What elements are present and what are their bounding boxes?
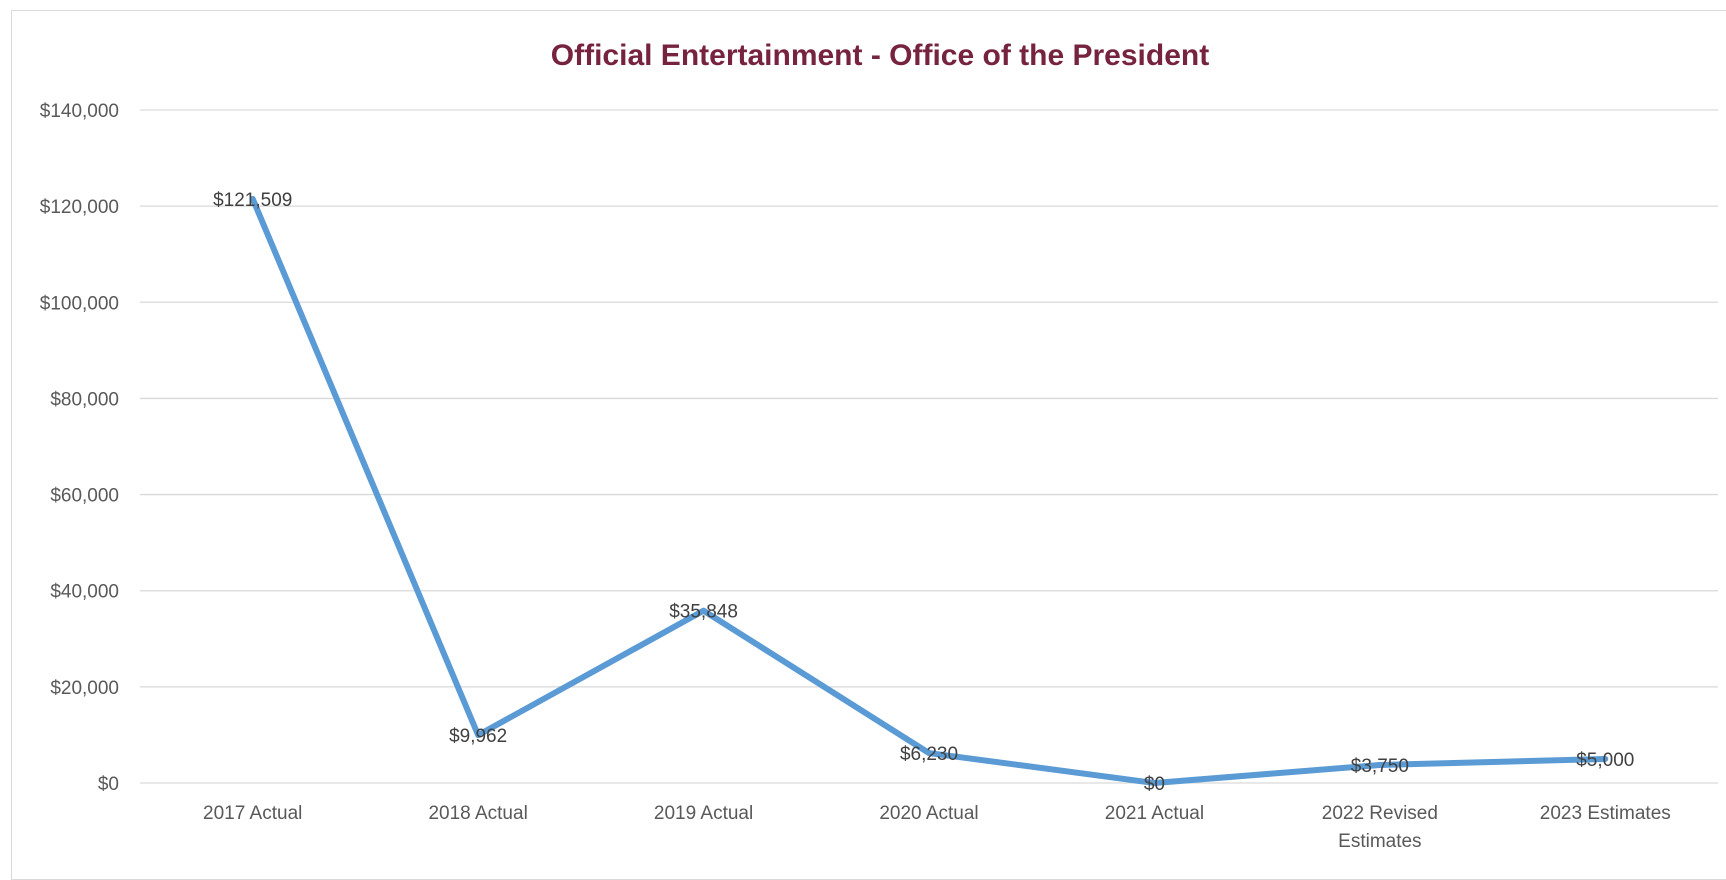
data-label: $121,509 [213, 190, 292, 211]
y-tick-label: $120,000 [40, 197, 119, 218]
data-label: $9,962 [449, 726, 507, 747]
y-tick-label: $20,000 [50, 678, 119, 699]
x-tick-label: 2021 Actual [1105, 803, 1204, 824]
x-tick-label: 2017 Actual [203, 803, 302, 824]
y-axis-tick-labels: $0 $20,000 $40,000 $60,000 $80,000 $100,000 $1… [40, 101, 119, 795]
data-label: $3,750 [1351, 756, 1409, 777]
x-axis-tick-labels: 2017 Actual 2018 Actual 2019 Actual 2020 Ac… [203, 803, 1671, 852]
y-tick-label: $0 [98, 774, 119, 795]
data-label: $35,848 [669, 602, 738, 623]
gridlines [140, 109, 1718, 784]
y-tick-label: $60,000 [50, 486, 119, 507]
chart-frame [11, 10, 1726, 880]
y-tick-label: $100,000 [40, 293, 119, 314]
y-tick-label: $40,000 [50, 582, 119, 603]
x-tick-label: 2019 Actual [654, 803, 753, 824]
data-label: $5,000 [1576, 750, 1634, 771]
chart-title: Official Entertainment - Office of the P… [551, 39, 1209, 72]
y-tick-label: $140,000 [40, 101, 119, 122]
x-tick-label: 2018 Actual [428, 803, 527, 824]
x-tick-label: 2020 Actual [879, 803, 978, 824]
y-tick-label: $80,000 [50, 389, 119, 410]
x-tick-label: 2023 Estimates [1540, 803, 1671, 824]
data-label: $0 [1144, 774, 1165, 795]
series-line [249, 195, 1609, 786]
data-labels: $121,509 $9,962 $35,848 $6,230 $0 $3,750 $5,00… [213, 190, 1634, 795]
x-tick-label: 2022 Revised Estimates [1322, 803, 1438, 852]
data-label: $6,230 [900, 744, 958, 765]
series-layer [249, 195, 1609, 786]
